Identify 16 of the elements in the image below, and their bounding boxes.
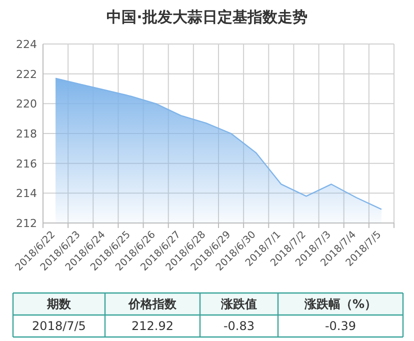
text: 价格指数	[128, 297, 178, 311]
text: 涨跌值	[220, 297, 257, 311]
text: 2018/7/5	[32, 319, 86, 333]
y-tick-label: 218	[16, 128, 37, 140]
text: 212.92	[132, 319, 174, 333]
y-tick-label: 212	[16, 217, 37, 230]
chart-title: 中国·批发大蒜日定基指数走势	[106, 8, 308, 26]
y-tick-label: 214	[16, 187, 37, 200]
text: -0.39	[324, 319, 356, 333]
y-tick-label: 224	[16, 38, 37, 51]
text: 期数	[46, 297, 72, 311]
text: 涨跌幅（%）	[303, 297, 377, 311]
y-tick-label: 216	[16, 157, 37, 170]
text: -0.83	[223, 319, 255, 333]
y-tick-label: 220	[16, 98, 37, 111]
y-tick-label: 222	[16, 68, 37, 81]
